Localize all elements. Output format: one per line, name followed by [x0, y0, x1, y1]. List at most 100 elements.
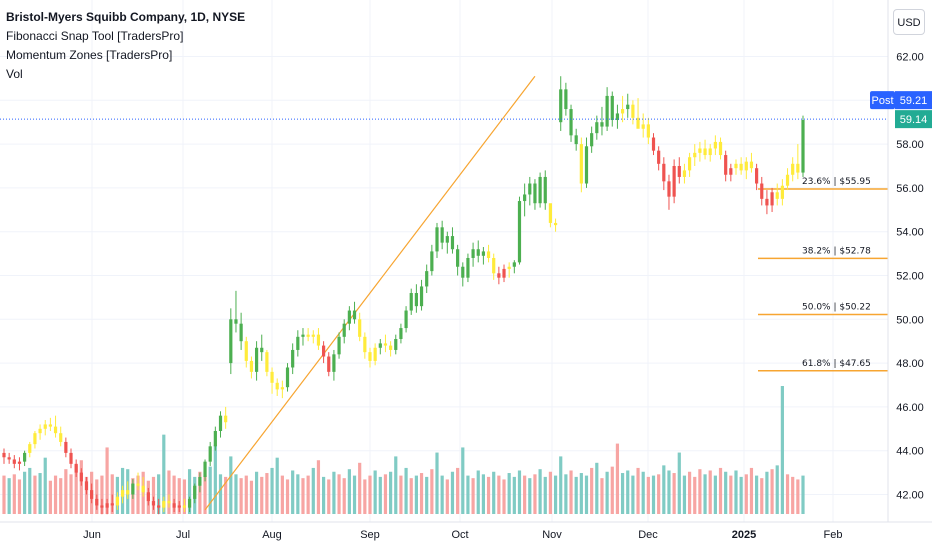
candle-body — [471, 249, 475, 258]
candle-body — [224, 415, 228, 423]
candle-body — [507, 266, 511, 269]
symbol-title[interactable]: Bristol-Myers Squibb Company, 1D, NYSE — [6, 10, 246, 24]
volume-bar — [780, 386, 784, 514]
volume-bar — [481, 474, 485, 514]
x-axis: Jun Jul Aug Sep Oct Nov Dec 2025 Feb — [83, 529, 842, 541]
post-price-badge — [895, 91, 932, 110]
volume-bar — [791, 476, 795, 514]
candle-body — [461, 266, 465, 278]
volume-bar — [574, 476, 578, 514]
candle-body — [275, 382, 279, 390]
y-tick-label: 42.00 — [896, 490, 924, 502]
candle-body — [502, 268, 506, 278]
volume-bar — [254, 471, 259, 514]
candle-body — [187, 498, 192, 508]
candle-body — [311, 334, 315, 337]
candle-body — [445, 236, 449, 243]
candle-body — [7, 457, 11, 460]
volume-bar — [564, 474, 568, 514]
volume-bar — [100, 475, 104, 514]
volume-bar — [224, 476, 228, 514]
candle-body — [718, 141, 723, 156]
y-tick-label: 62.00 — [896, 52, 924, 64]
candle-body — [383, 343, 388, 346]
candle-body — [337, 336, 341, 355]
volume-bar — [430, 469, 434, 514]
candle-body — [285, 367, 290, 388]
indicator-label-momentum[interactable]: Momentum Zones [TradersPro] — [6, 48, 173, 62]
volume-bar — [182, 479, 187, 514]
candle-body — [296, 336, 300, 350]
candle-body — [265, 352, 269, 372]
volume-bar — [48, 480, 52, 514]
candle-body — [213, 430, 217, 447]
volume-bar — [419, 473, 424, 514]
currency-button[interactable]: USD — [893, 9, 925, 35]
price-badges: Post 59.21 59.14 — [0, 91, 932, 129]
candle-body — [626, 104, 630, 110]
volume-bar — [311, 467, 315, 514]
volume-bar — [43, 457, 47, 514]
candle-body — [162, 501, 166, 508]
volume-bar — [347, 469, 351, 514]
volume-bar — [605, 471, 609, 514]
volume-bar — [2, 475, 6, 514]
candle-body — [579, 144, 583, 184]
x-tick-label: Aug — [262, 529, 282, 541]
candle-body — [419, 286, 424, 307]
candle-body — [244, 341, 248, 361]
last-price-badge — [895, 110, 932, 129]
volume-bar — [322, 476, 326, 514]
volume-bar — [765, 471, 769, 514]
candle-body — [234, 319, 238, 324]
volume-bar — [517, 470, 522, 514]
candle-body — [615, 113, 620, 121]
volume-bar — [218, 474, 223, 514]
candle-body — [620, 109, 625, 114]
y-tick-label: 46.00 — [896, 402, 924, 414]
candle-body — [646, 124, 650, 138]
volume-bar — [466, 475, 470, 514]
volume-bar — [69, 474, 73, 514]
x-tick-label: 2025 — [732, 529, 756, 541]
volume-bar — [74, 465, 78, 514]
x-tick-label: Sep — [360, 529, 380, 541]
volume-bar — [486, 476, 491, 514]
volume-bar — [425, 476, 429, 514]
volume-bar — [167, 470, 171, 514]
y-tick-label: 48.00 — [896, 358, 924, 370]
candle-body — [662, 163, 666, 182]
candle-body — [553, 222, 558, 226]
volume-bar — [28, 467, 32, 514]
candle-body — [523, 194, 527, 202]
candle-body — [641, 124, 645, 129]
candle-body — [497, 273, 501, 278]
candle-body — [801, 120, 805, 173]
volume-bar — [682, 475, 687, 514]
candle-body — [327, 356, 331, 372]
candle-body — [481, 251, 485, 256]
volume-bar — [641, 471, 645, 514]
volume-bar — [213, 444, 217, 514]
volume-bar — [342, 478, 346, 514]
candle-body — [456, 249, 460, 267]
volume-bar — [38, 473, 42, 514]
candle-body — [791, 163, 795, 175]
candle-body — [229, 319, 233, 364]
volume-bar — [249, 480, 254, 514]
volume-bar — [363, 479, 367, 514]
candle-body — [512, 262, 516, 267]
x-tick-label: Nov — [542, 529, 562, 541]
volume-bar — [507, 473, 511, 514]
candle-body — [528, 183, 532, 195]
volume-bar — [698, 469, 702, 514]
candle-body — [770, 192, 774, 206]
candle-body — [440, 227, 444, 243]
candle-body — [517, 201, 522, 263]
candle-body — [466, 257, 470, 278]
indicator-label-vol[interactable]: Vol — [6, 67, 23, 81]
indicator-label-fib[interactable]: Fibonacci Snap Tool [TradersPro] — [6, 29, 184, 43]
candle-body — [28, 444, 32, 453]
volume-bar — [620, 473, 625, 514]
